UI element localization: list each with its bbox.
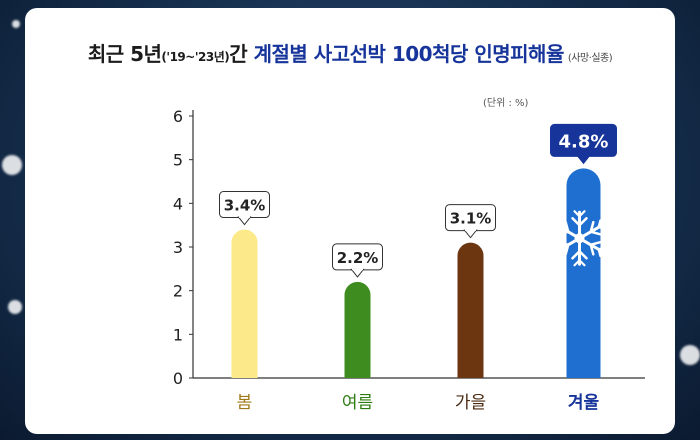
bar-base xyxy=(457,365,484,378)
y-tick-label: 3 xyxy=(173,238,183,257)
value-label-callout: 3.4% xyxy=(219,191,270,226)
snowflake-icon xyxy=(552,210,607,267)
bar-base xyxy=(566,361,601,378)
title-note: (사망·실종) xyxy=(567,53,613,64)
value-label: 3.1% xyxy=(450,210,492,228)
title-highlight: 계절별 사고선박 100척당 인명피해율 xyxy=(253,42,565,66)
category-label: 여름 xyxy=(342,393,373,413)
y-tick-label: 4 xyxy=(173,194,183,213)
category-label: 봄 xyxy=(237,393,253,413)
bokeh-dot xyxy=(2,155,22,175)
title-years: ('19~'23년) xyxy=(161,50,230,64)
title-mid: 간 xyxy=(229,42,254,66)
value-label-pointer xyxy=(463,229,478,239)
bar xyxy=(344,281,371,378)
title-prefix: 최근 5년 xyxy=(87,42,162,66)
y-tick-label: 5 xyxy=(173,151,183,170)
category-label: 겨울 xyxy=(568,393,600,413)
bokeh-dot xyxy=(8,300,22,314)
bar-group: 2.2% 여름 xyxy=(332,243,383,413)
value-label: 3.4% xyxy=(224,197,266,215)
chart-bars: 3.4% 봄 2.2% 여름 3.1% 가을 4.8% 겨울 xyxy=(219,123,617,413)
bar xyxy=(231,229,258,378)
value-label: 2.2% xyxy=(337,249,379,267)
bar-chart: 0 1 2 3 4 5 6 3.4% 봄 2.2% 여름 3.1% 가을 4.8% 겨울 xyxy=(173,107,645,413)
y-tick-label: 0 xyxy=(173,369,183,388)
y-tick-label: 6 xyxy=(173,107,183,126)
value-label-callout: 3.1% xyxy=(445,204,496,239)
chart-card: 최근 5년('19~'23년)간 계절별 사고선박 100척당 인명피해율 (사망… xyxy=(25,8,675,434)
unit-label: (단위 : %) xyxy=(483,98,529,109)
value-label-callout: 2.2% xyxy=(332,243,383,278)
value-label-pointer xyxy=(237,216,252,226)
y-tick-label: 1 xyxy=(173,325,183,344)
bar-group: 3.1% 가을 xyxy=(445,204,496,413)
chart-axes: 0 1 2 3 4 5 6 xyxy=(173,107,645,388)
value-label-pointer xyxy=(350,268,365,278)
bokeh-dot xyxy=(680,345,700,365)
value-label-pointer xyxy=(576,155,591,165)
value-label-callout: 4.8% xyxy=(550,123,617,165)
bar-base xyxy=(231,365,258,378)
bar-group: 4.8% 겨울 xyxy=(550,123,617,413)
bar-base xyxy=(344,365,371,378)
bar xyxy=(566,168,601,378)
value-label: 4.8% xyxy=(559,131,609,152)
category-label: 가을 xyxy=(455,393,486,413)
y-tick-label: 2 xyxy=(173,282,183,301)
bar-group: 3.4% 봄 xyxy=(219,191,270,413)
bokeh-dot xyxy=(12,20,20,28)
chart-title: 최근 5년('19~'23년)간 계절별 사고선박 100척당 인명피해율 (사망… xyxy=(25,38,675,67)
bar xyxy=(457,242,484,378)
